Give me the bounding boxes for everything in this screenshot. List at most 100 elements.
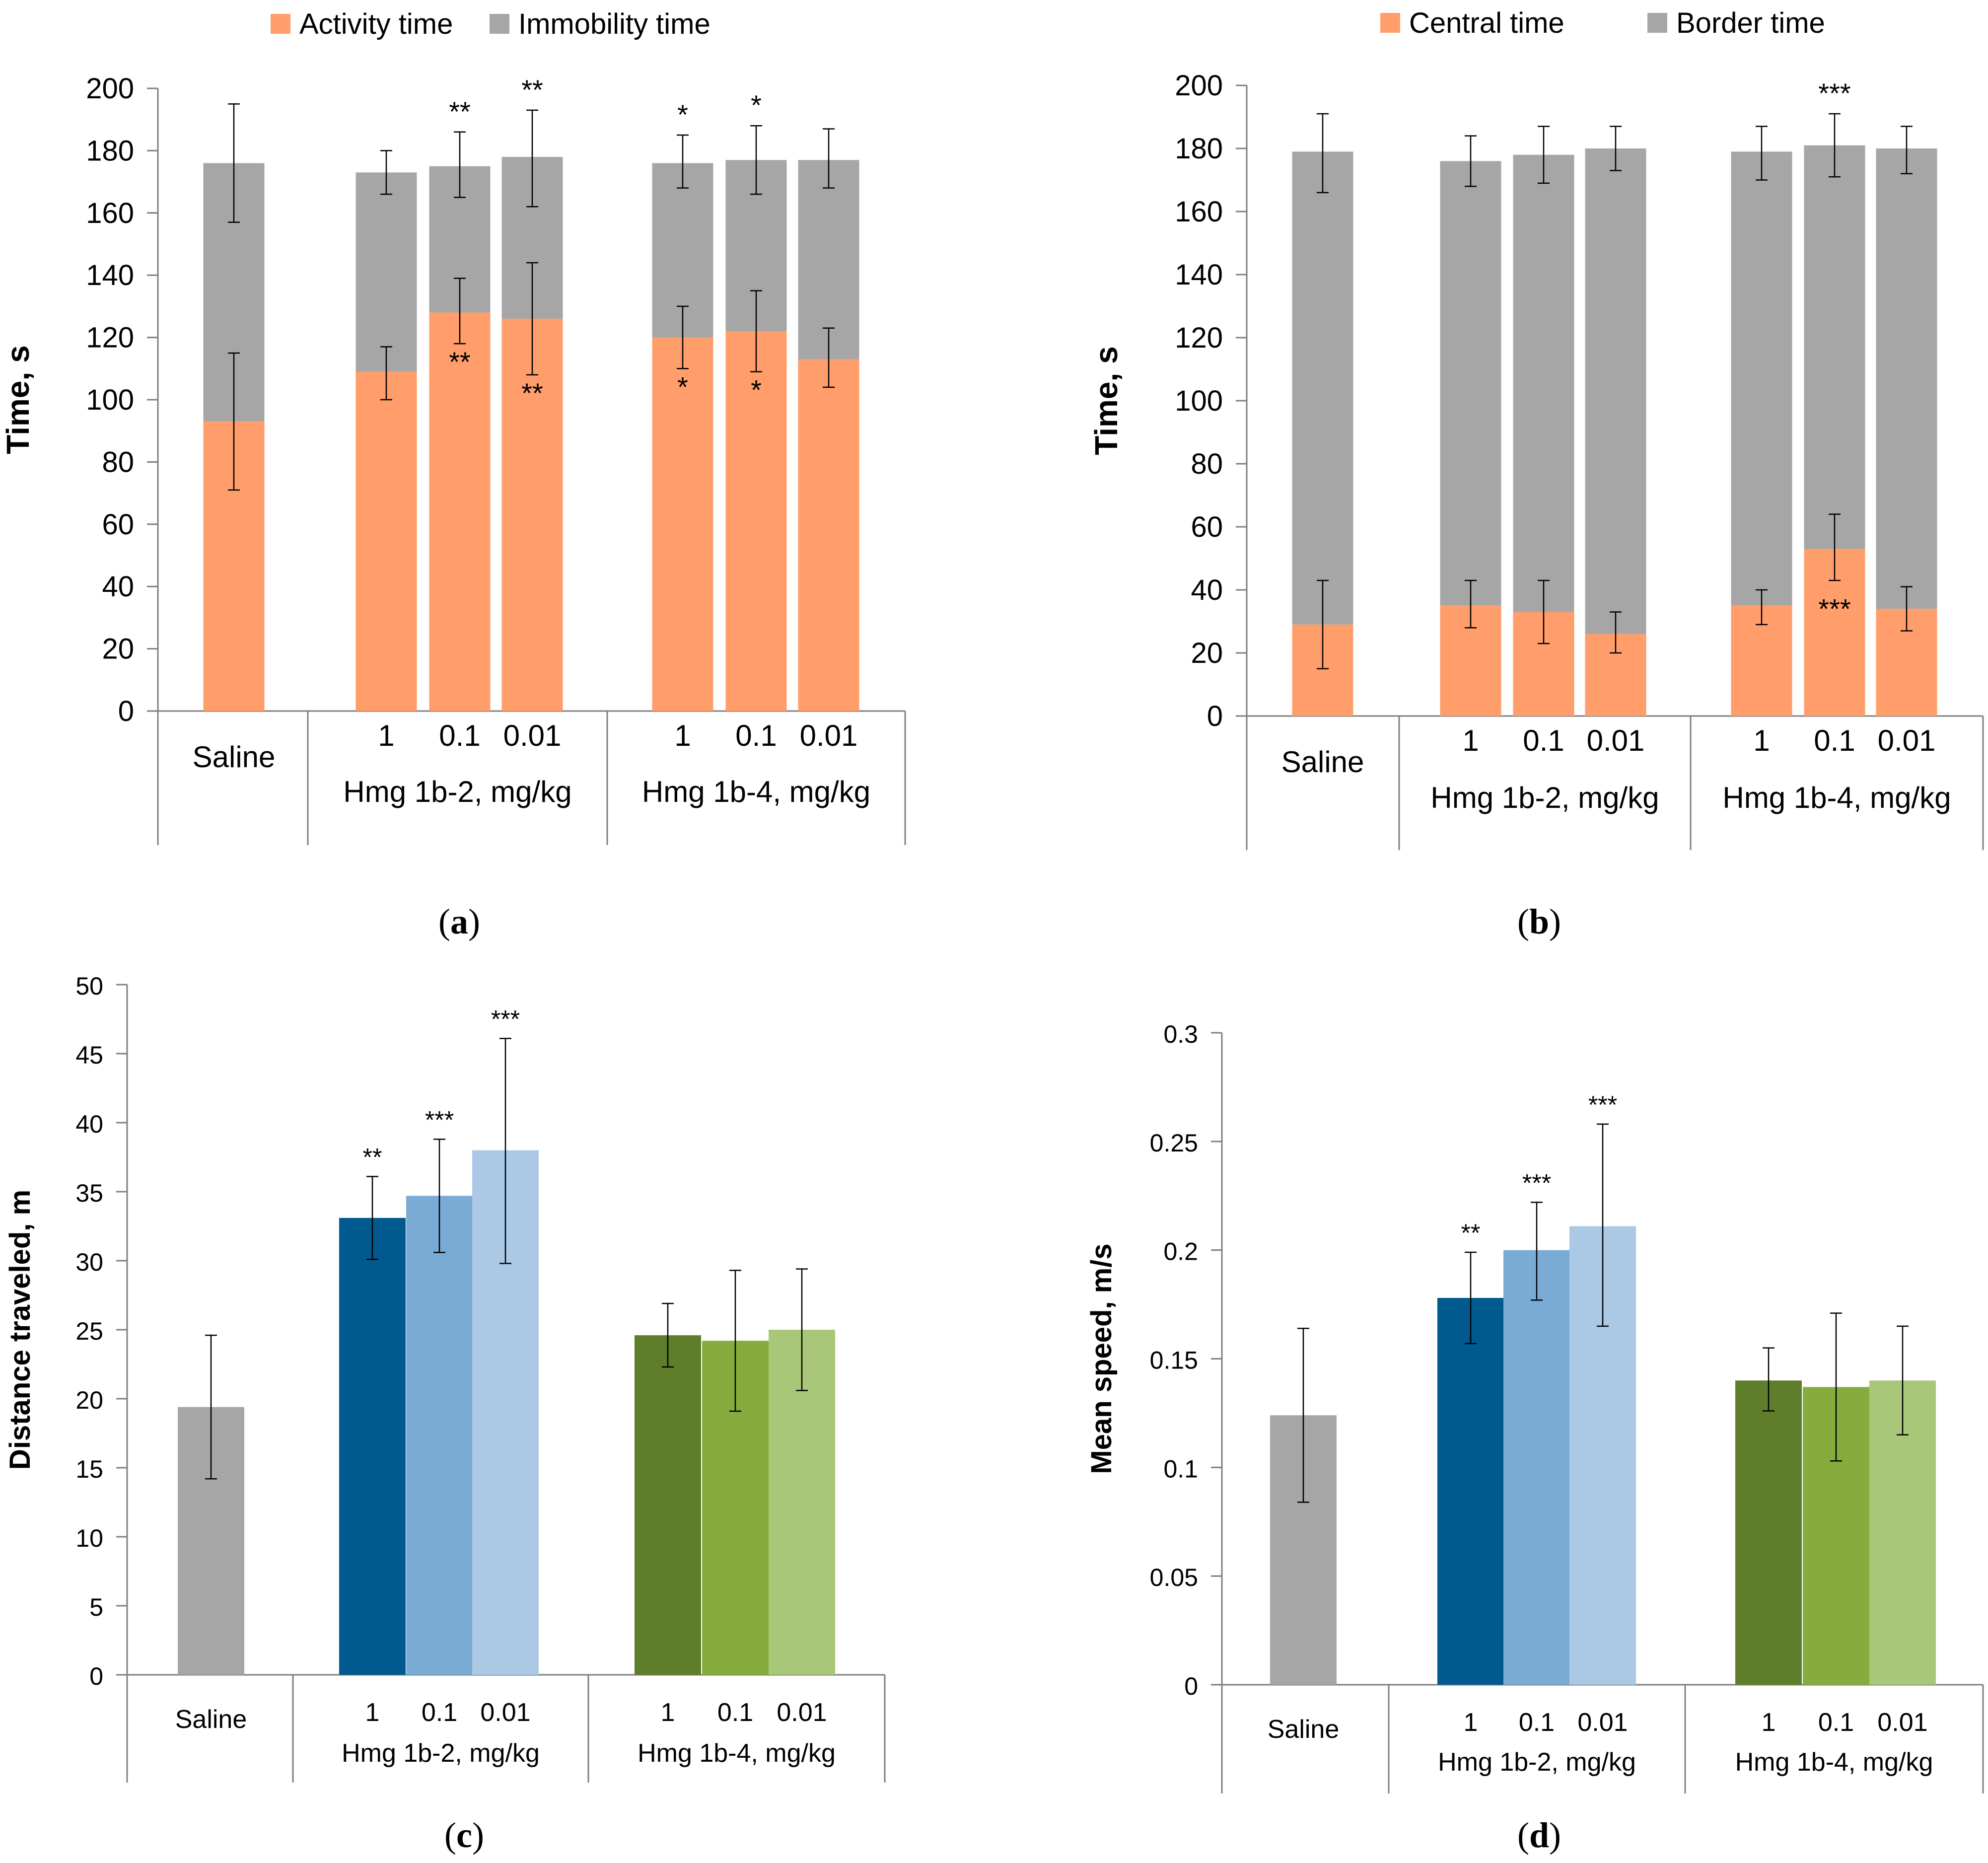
y-tick-label: 25 (75, 1317, 103, 1345)
x-category-label: 0.1 (1523, 724, 1564, 757)
x-category-label: Saline (193, 740, 276, 774)
panel-label: (d) (1517, 1815, 1561, 1855)
legend-swatch (490, 14, 509, 34)
y-tick-label: 0.25 (1150, 1129, 1198, 1157)
y-tick-label: 140 (1175, 259, 1223, 291)
y-axis-title: Distance traveled, m (4, 1190, 36, 1470)
y-tick-label: 0 (1207, 700, 1223, 732)
legend-label: Activity time (299, 8, 453, 40)
x-category-label: 1 (674, 719, 691, 752)
y-tick-label: 0.3 (1163, 1020, 1198, 1048)
significance-marker: *** (1818, 77, 1850, 109)
x-category-label: 0.01 (1877, 1708, 1927, 1737)
x-category-label: 1 (1762, 1708, 1776, 1737)
legend-label: Central time (1409, 7, 1564, 39)
bar (406, 1196, 473, 1675)
panel-label-letter: c (456, 1815, 472, 1855)
y-tick-label: 35 (75, 1179, 103, 1207)
significance-marker: *** (491, 1005, 520, 1033)
y-tick-label: 40 (102, 571, 134, 603)
x-category-label: Saline (1281, 745, 1364, 779)
panel-label: (b) (1517, 902, 1561, 941)
significance-marker: ** (521, 74, 543, 105)
y-tick-label: 0 (1184, 1672, 1198, 1700)
y-tick-label: 60 (102, 508, 134, 541)
y-tick-label: 80 (1191, 448, 1223, 480)
y-tick-label: 200 (1175, 70, 1223, 102)
y-tick-label: 15 (75, 1455, 103, 1483)
significance-marker: ** (1461, 1219, 1481, 1247)
y-tick-label: 40 (1191, 574, 1223, 606)
x-category-label: 0.1 (735, 719, 777, 752)
y-axis-title: Time, s (1088, 346, 1124, 455)
y-tick-label: 160 (86, 197, 134, 229)
significance-marker: ** (449, 346, 471, 377)
x-category-label: 0.01 (1878, 724, 1936, 757)
chart-panel-a: 0 20 40 60 80 100 120 140 160 180 200 Time, s Saline… (0, 8, 906, 941)
bar-segment-activity-time (429, 312, 491, 711)
x-category-label: 0.1 (1814, 724, 1855, 757)
x-group-label: Hmg 1b-2, mg/kg (343, 775, 571, 808)
y-tick-label: 0.2 (1163, 1238, 1198, 1266)
x-category-label: 1 (1462, 724, 1479, 757)
bar (1503, 1250, 1570, 1685)
x-category-label: Saline (175, 1705, 247, 1734)
x-category-label: 1 (1464, 1708, 1478, 1737)
x-category-label: 0.01 (1587, 724, 1645, 757)
significance-marker: *** (1818, 593, 1850, 624)
bar-segment-activity-time (798, 359, 859, 711)
x-category-label: 1 (378, 719, 394, 752)
y-tick-label: 120 (1175, 322, 1223, 354)
x-group-label: Hmg 1b-4, mg/kg (1722, 781, 1951, 814)
x-category-label: Saline (1268, 1715, 1340, 1744)
y-tick-label: 45 (75, 1041, 103, 1069)
y-tick-label: 20 (102, 633, 134, 665)
y-tick-label: 0 (89, 1662, 103, 1690)
x-category-label: 0.01 (1577, 1708, 1628, 1737)
y-tick-label: 5 (89, 1593, 103, 1621)
y-tick-label: 160 (1175, 196, 1223, 228)
x-category-label: 1 (661, 1698, 675, 1727)
y-tick-label: 30 (75, 1248, 103, 1276)
x-group-label: Hmg 1b-4, mg/kg (638, 1739, 836, 1768)
y-tick-label: 100 (1175, 385, 1223, 417)
significance-marker: ** (521, 377, 543, 409)
x-category-label: 0.01 (503, 719, 562, 752)
bar-segment-activity-time (355, 371, 417, 711)
y-tick-label: 60 (1191, 511, 1223, 543)
panel-label-letter: b (1529, 902, 1549, 941)
bar-segment-border-time (1292, 151, 1353, 625)
y-axis-title: Mean speed, m/s (1085, 1243, 1118, 1474)
panel-label-letter: d (1529, 1815, 1549, 1855)
y-tick-label: 180 (1175, 133, 1223, 165)
panel-label: (a) (438, 902, 480, 941)
significance-marker: ** (363, 1143, 382, 1171)
x-category-label: 0.1 (717, 1698, 753, 1727)
legend-label: Border time (1676, 7, 1825, 39)
significance-marker: *** (1588, 1091, 1617, 1119)
bar (1437, 1297, 1504, 1685)
x-category-label: 0.1 (1519, 1708, 1555, 1737)
significance-marker: * (677, 99, 688, 130)
panel-label: (c) (444, 1815, 484, 1855)
chart-panel-c: 0 5 10 15 20 25 30 35 40 45 50 Distance traveled, m… (4, 972, 886, 1855)
y-tick-label: 20 (1191, 637, 1223, 669)
bar-segment-activity-time (501, 318, 563, 711)
y-tick-label: 20 (75, 1386, 103, 1414)
y-tick-label: 50 (75, 972, 103, 1000)
x-group-label: Hmg 1b-4, mg/kg (1735, 1748, 1933, 1777)
significance-marker: ** (449, 96, 471, 127)
y-tick-label: 0.05 (1150, 1564, 1198, 1591)
chart-panel-b: 0 20 40 60 80 100 120 140 160 180 200 Time, s Saline… (1088, 7, 1984, 941)
x-category-label: 0.1 (1818, 1708, 1854, 1737)
x-group-label: Hmg 1b-2, mg/kg (342, 1739, 540, 1768)
significance-marker: * (751, 89, 762, 121)
chart-panel-d: 0 0.05 0.1 0.15 0.2 0.25 0.3 Mean speed, m/s Sal… (1085, 1020, 1984, 1855)
x-group-label: Hmg 1b-4, mg/kg (642, 775, 870, 808)
y-tick-label: 200 (86, 72, 134, 105)
significance-marker: *** (1522, 1169, 1551, 1197)
y-tick-label: 100 (86, 384, 134, 416)
y-tick-label: 0 (118, 695, 134, 727)
bar-segment-activity-time (725, 331, 787, 711)
